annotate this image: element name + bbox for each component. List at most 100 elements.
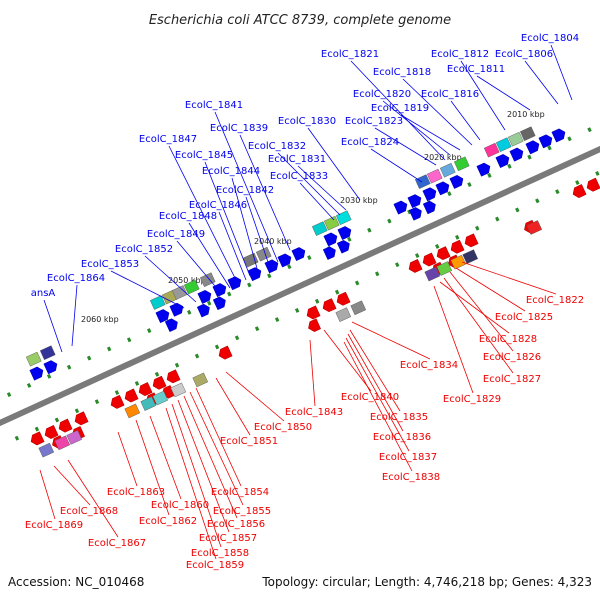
gene-arrow-reverse (30, 431, 45, 446)
gene-arrow-reverse (422, 252, 437, 267)
scale-tick (6, 392, 12, 397)
gene-label: EcolC_1835 (370, 412, 428, 423)
feature-block (462, 249, 479, 265)
scale-tick (54, 417, 60, 423)
scale-tick (267, 273, 272, 279)
scale-tick (435, 244, 440, 249)
feature-block (255, 246, 272, 262)
gene-arrow-reverse (306, 305, 321, 320)
gene-arrow-forward (408, 207, 422, 221)
gene-label: EcolC_1823 (345, 116, 403, 127)
scale-tick (395, 262, 400, 268)
gene-arrow-forward (43, 360, 58, 375)
scale-tick (367, 227, 372, 233)
kbp-label: 2040 kbp (254, 237, 292, 246)
gene-label: EcolC_1842 (216, 185, 274, 196)
gene-arrow-forward (227, 276, 242, 291)
scale-tick (174, 362, 180, 368)
feature-block (38, 442, 55, 458)
feature-block (424, 266, 441, 282)
map-title: Escherichia coli ATCC 8739, complete gen… (149, 13, 451, 28)
scale-tick (287, 264, 292, 270)
scale-tick (187, 309, 192, 315)
leader-line (177, 399, 230, 533)
feature-block (323, 215, 340, 231)
feature-block (519, 126, 536, 142)
scale-tick (86, 355, 92, 361)
gene-arrow-reverse (572, 184, 587, 199)
feature-block (335, 307, 352, 322)
gene-label: EcolC_1856 (207, 519, 265, 530)
gene-arrow-reverse (44, 424, 59, 439)
leader-line (110, 270, 185, 309)
leader-line (345, 337, 410, 452)
gene-arrow-forward (495, 154, 510, 169)
leader-line (343, 341, 413, 472)
leader-line (350, 60, 446, 161)
scale-tick (307, 255, 312, 261)
gene-label: EcolC_1840 (341, 392, 399, 403)
scale-tick (126, 337, 132, 343)
gene-arrow-reverse (74, 411, 89, 426)
scale-tick (567, 136, 572, 142)
scale-tick (415, 253, 420, 259)
scale-tick (487, 172, 492, 178)
leader-line (277, 152, 341, 216)
leader-line (195, 387, 242, 487)
scale-tick (207, 300, 212, 306)
leader-line (53, 465, 91, 506)
scale-tick (515, 207, 520, 213)
gene-label: EcolC_1849 (147, 229, 205, 240)
leader-line (524, 60, 559, 105)
gene-arrow-forward (322, 246, 336, 260)
gene-arrow-reverse (138, 382, 153, 397)
leader-line (168, 145, 239, 285)
feature-block (54, 435, 71, 451)
leader-line (144, 255, 197, 303)
scale-tick (374, 271, 380, 277)
leader-line (165, 407, 217, 560)
scale-tick (74, 408, 80, 414)
gene-arrow-reverse (308, 318, 322, 332)
leader-line (433, 285, 474, 394)
feature-block (66, 430, 83, 445)
leader-line (402, 78, 473, 146)
leader-line (455, 267, 526, 312)
leader-line (39, 469, 56, 520)
gene-arrow-reverse (218, 345, 233, 360)
scale-tick (66, 364, 72, 370)
scale-tick (334, 289, 340, 295)
gene-arrow-forward (169, 302, 184, 317)
gene-label: EcolC_1822 (526, 295, 584, 306)
gene-arrow-forward (212, 296, 226, 311)
gene-label: EcolC_1851 (220, 436, 278, 447)
gene-arrow-forward (336, 240, 350, 254)
gene-label: EcolC_1834 (400, 360, 458, 371)
scale-tick (527, 154, 532, 160)
leader-line (188, 222, 231, 289)
gene-label: EcolC_1846 (189, 200, 247, 211)
gene-label: EcolC_1853 (81, 259, 139, 270)
leader-line (374, 127, 437, 166)
feature-block (507, 131, 524, 147)
scale-tick (154, 371, 160, 377)
feature-block (335, 210, 352, 225)
feature-block (152, 390, 169, 406)
gene-label: EcolC_1833 (270, 171, 328, 182)
leader-line (382, 100, 451, 156)
gene-label: EcolC_1838 (382, 472, 440, 483)
leader-line (460, 60, 506, 131)
gene-label: EcolC_1845 (175, 150, 233, 161)
gene-label: EcolC_1862 (139, 516, 197, 527)
leader-line (450, 100, 481, 141)
scale-tick (114, 390, 120, 396)
gene-arrow-forward (449, 175, 464, 189)
gene-arrow-reverse (336, 291, 351, 306)
leader-line (218, 211, 247, 281)
gene-arrow-forward (264, 259, 279, 274)
gene-label: EcolC_1868 (60, 506, 118, 517)
gene-arrow-forward (337, 226, 352, 241)
scale-tick (475, 225, 480, 231)
